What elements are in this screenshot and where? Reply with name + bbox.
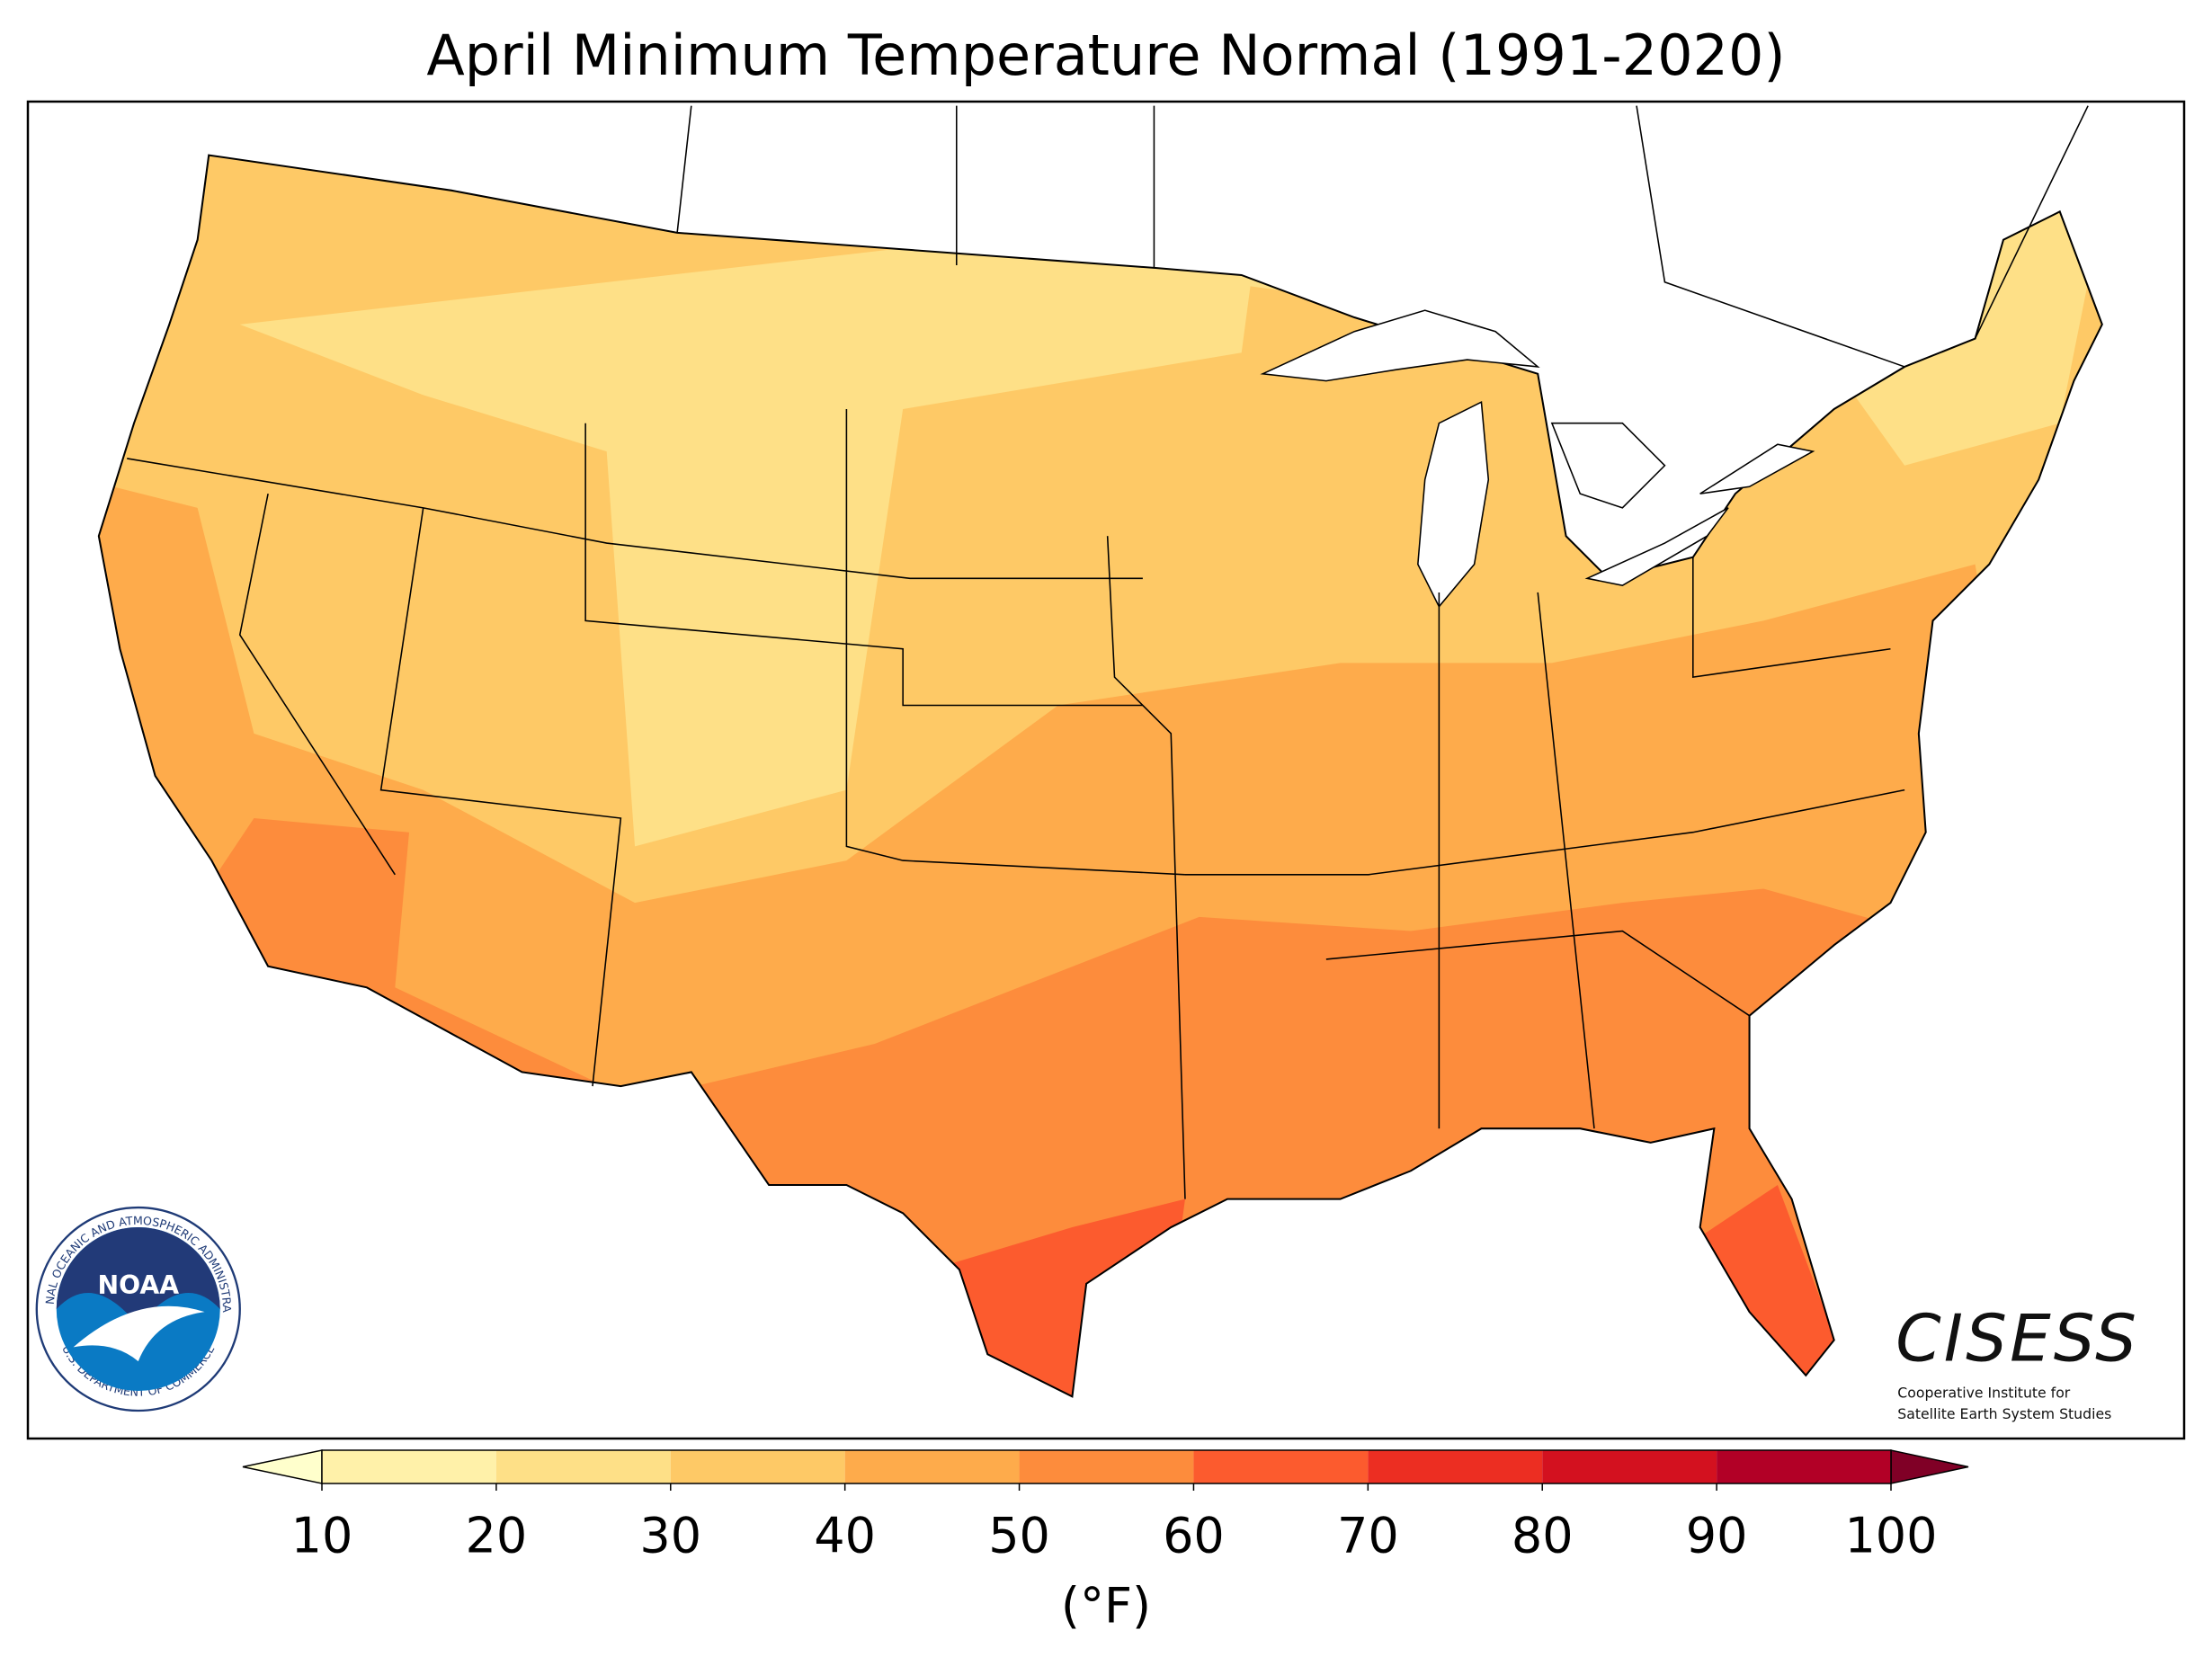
colorbar-tick-label: 50 <box>988 1508 1050 1564</box>
colorbar-bin <box>670 1450 845 1483</box>
temperature-field <box>98 155 2102 1397</box>
border <box>584 423 1143 707</box>
border <box>845 409 1185 876</box>
border <box>379 507 622 1087</box>
colorbar-tick-label: 100 <box>1844 1508 1937 1564</box>
colorbar-tick-label: 60 <box>1163 1508 1225 1564</box>
map-title: April Minimum Temperature Normal (1991-2… <box>426 22 1785 88</box>
cisess-line: Satellite Earth System Studies <box>1897 1405 2111 1422</box>
border <box>1184 788 1905 876</box>
colorbar: 10 20 30 40 50 60 70 80 90 100 <box>242 1449 1969 1564</box>
colorbar-tick-label: 90 <box>1686 1508 1748 1564</box>
colorbar-tick-label: 30 <box>639 1508 701 1564</box>
colorbar-frame <box>321 1449 1892 1484</box>
lake <box>1417 400 1490 609</box>
colorbar-tick-label: 80 <box>1512 1508 1574 1564</box>
colorbar-tick-label: 40 <box>814 1508 876 1564</box>
border <box>127 458 1143 580</box>
colorbar-under <box>242 1449 323 1484</box>
lake <box>1550 422 1666 509</box>
border <box>1325 592 1750 1129</box>
map: NATIONAL OCEANIC AND ATMOSPHERIC ADMINIS… <box>0 0 2139 1423</box>
colorbar-bin <box>322 1450 496 1483</box>
colorbar-bin <box>1717 1450 1891 1483</box>
colorbar-tick-label: 20 <box>466 1508 528 1564</box>
border <box>1692 557 1891 679</box>
logo-top <box>56 1227 220 1326</box>
colorbar-bin <box>1019 1450 1194 1483</box>
lake <box>1699 443 1815 494</box>
logo-text: NOAA <box>97 1270 179 1300</box>
colorbar-bin <box>495 1450 671 1483</box>
cisess-logo: CISESS Cooperative Institute for Satelli… <box>1895 1302 2139 1423</box>
map-frame <box>26 100 2186 1440</box>
logo-bird <box>73 1305 205 1362</box>
border <box>1106 536 1186 1199</box>
great-lakes <box>1260 309 1815 609</box>
lake <box>1260 309 1540 382</box>
border <box>238 493 396 876</box>
cisess-line: Cooperative Institute for <box>1897 1385 2071 1402</box>
colorbar-label: (°F) <box>1061 1578 1151 1635</box>
borders <box>127 105 2089 1199</box>
colorbar-bin <box>844 1450 1020 1483</box>
lake <box>1584 507 1729 586</box>
colorbar-bin <box>1368 1450 1543 1483</box>
colorbar-tick-label: 70 <box>1337 1508 1399 1564</box>
canada-border <box>676 105 2089 368</box>
colorbar-bin <box>1193 1450 1369 1483</box>
colorbar-bin <box>1542 1450 1717 1483</box>
cisess-name: CISESS <box>1895 1302 2139 1377</box>
colorbar-over <box>1890 1449 1969 1484</box>
colorbar-tick-label: 10 <box>291 1508 353 1564</box>
